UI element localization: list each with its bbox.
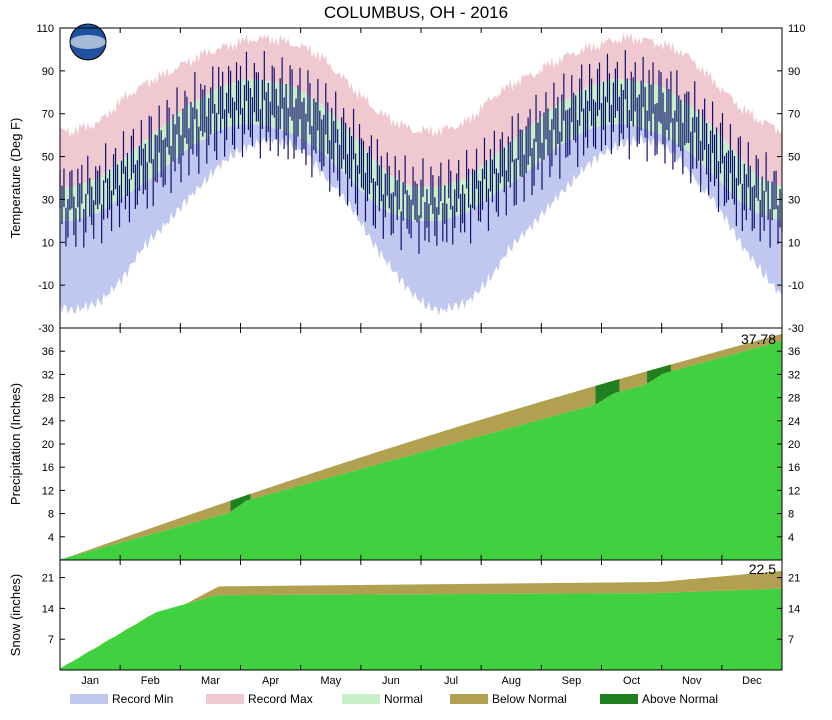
month-label: Sep [562,675,582,687]
precip-ytick: 12 [42,485,54,497]
temp-ytick-r: 50 [788,152,800,164]
month-label: Jul [444,675,458,687]
month-label: Apr [262,675,279,687]
precip-ytick: 20 [42,439,54,451]
precip-ytick-r: 20 [788,439,800,451]
temp-ytick: -30 [38,323,54,335]
legend-label: Record Max [248,692,313,706]
snow-ytick: 14 [42,603,54,615]
month-label: May [320,675,341,687]
precip-ytick-r: 36 [788,346,800,358]
temp-ytick-r: 110 [788,23,806,35]
snow-ytick: 21 [42,573,54,585]
temp-ytick-r: 10 [788,237,800,249]
month-label: Feb [141,675,160,687]
legend-swatch [70,694,108,704]
precip-final-value: 37.78 [741,331,776,347]
noaa-logo [70,24,106,60]
chart-svg: COLUMBUS, OH - 2016 -30 -30 -10 -10 10 10 30 30 5… [0,0,832,720]
snow-ytick-r: 14 [788,603,800,615]
climate-chart: COLUMBUS, OH - 2016 -30 -30 -10 -10 10 10 30 30 5… [0,0,832,720]
snow-ytick: 7 [48,634,54,646]
temp-ytick: -10 [38,280,54,292]
precip-ytick-r: 28 [788,393,800,405]
chart-title: COLUMBUS, OH - 2016 [324,3,508,22]
temp-ytick: 70 [42,109,54,121]
temp-ytick: 110 [36,23,54,35]
temp-ytick: 30 [42,194,54,206]
snow-ylabel: Snow (inches) [8,574,23,656]
snow-actual-area [60,589,782,670]
precip-ytick: 16 [42,462,54,474]
legend-swatch [206,694,244,704]
month-label: Mar [201,675,220,687]
snow-ytick-r: 21 [788,573,800,585]
temp-ytick-r: 90 [788,66,800,78]
precip-ytick-r: 16 [788,462,800,474]
precip-ytick: 36 [42,346,54,358]
temp-ytick: 50 [42,152,54,164]
temp-ytick-r: -30 [788,323,804,335]
precip-ytick-r: 12 [788,485,800,497]
precip-ytick: 24 [42,416,54,428]
legend-label: Below Normal [492,692,567,706]
month-label: Oct [623,675,640,687]
precip-ytick: 32 [42,369,54,381]
snow-ytick-r: 7 [788,634,794,646]
legend-label: Above Normal [642,692,718,706]
precip-ytick-r: 8 [788,509,794,521]
month-label: Nov [682,675,702,687]
precip-ytick-r: 24 [788,416,800,428]
legend-label: Normal [384,692,423,706]
temp-ytick: 10 [42,237,54,249]
temp-ytick-r: 30 [788,194,800,206]
month-label: Aug [501,675,521,687]
temp-ytick: 90 [42,66,54,78]
legend-label: Record Min [112,692,173,706]
month-label: Jun [382,675,400,687]
legend-swatch [600,694,638,704]
temp-ytick-r: 70 [788,109,800,121]
legend-swatch [450,694,488,704]
snow-final-value: 22.5 [749,561,776,577]
precip-ytick: 8 [48,509,54,521]
precip-ytick: 4 [48,532,54,544]
temp-ytick-r: -10 [788,280,804,292]
precip-ytick-r: 32 [788,369,800,381]
temp-ylabel: Temperature (Deg F) [8,118,23,239]
month-label: Jan [81,675,99,687]
legend-swatch [342,694,380,704]
precip-ytick: 28 [42,393,54,405]
precip-ylabel: Precipitation (Inches) [8,383,23,505]
precip-ytick-r: 4 [788,532,794,544]
month-label: Dec [742,675,762,687]
